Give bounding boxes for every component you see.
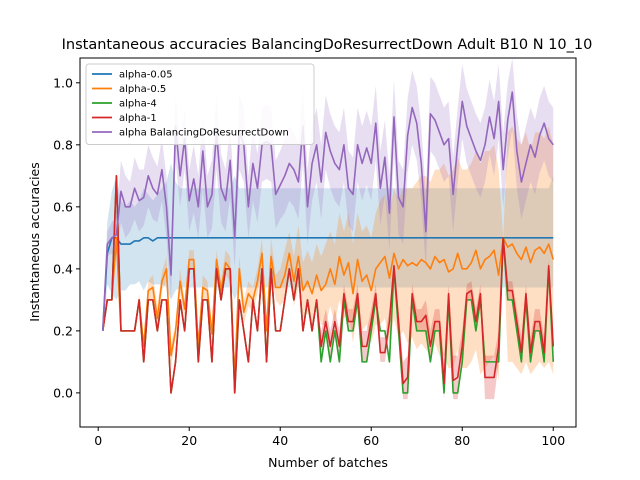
y-tick-label: 1.0: [53, 75, 73, 90]
chart-title: Instantaneous accuracies BalancingDoResu…: [62, 37, 593, 53]
x-tick-label: 80: [454, 433, 470, 448]
x-tick-label: 0: [94, 433, 102, 448]
series-lines: [101, 91, 555, 394]
x-tick-label: 60: [363, 433, 379, 448]
legend-label-alpha-0-05: alpha-0.05: [119, 70, 173, 81]
x-tick-label: 20: [181, 433, 197, 448]
line-alpha-0-5: [101, 237, 555, 379]
legend-label-alpha-4: alpha-4: [119, 99, 157, 110]
line-alpha-0-05: [101, 237, 554, 331]
axes-frame: [79, 57, 577, 428]
x-ticks: 0 20 40 60 80 100: [94, 427, 565, 448]
y-tick-label: 0.0: [53, 385, 73, 400]
legend-label-alpha-balancingdoresurrectdown: alpha BalancingDoResurrectDown: [119, 128, 289, 139]
line-alpha-1: [101, 175, 555, 394]
y-axis-label: Instantaneous accuracies: [27, 162, 42, 322]
y-ticks: 0.0 0.2 0.4 0.6 0.8 1.0: [53, 75, 80, 400]
x-axis-label: Number of batches: [268, 455, 388, 470]
legend-box: [85, 63, 315, 145]
band-alpha-0-5: [102, 126, 554, 387]
x-tick-label: 40: [272, 433, 288, 448]
y-tick-label: 0.2: [53, 323, 73, 338]
x-tick-label: 100: [541, 433, 565, 448]
legend-label-alpha-1: alpha-1: [119, 113, 157, 124]
y-tick-label: 0.4: [53, 261, 73, 276]
legend-label-alpha-0-5: alpha-0.5: [119, 84, 166, 95]
legend: alpha-0.05 alpha-0.5 alpha-4 alpha-1 alpha B…: [85, 63, 315, 145]
band-alpha-0-05: [102, 163, 554, 331]
y-tick-label: 0.8: [53, 137, 73, 152]
line-alpha-balancingdoresurrectdown: [101, 91, 554, 331]
y-tick-label: 0.6: [53, 199, 73, 214]
